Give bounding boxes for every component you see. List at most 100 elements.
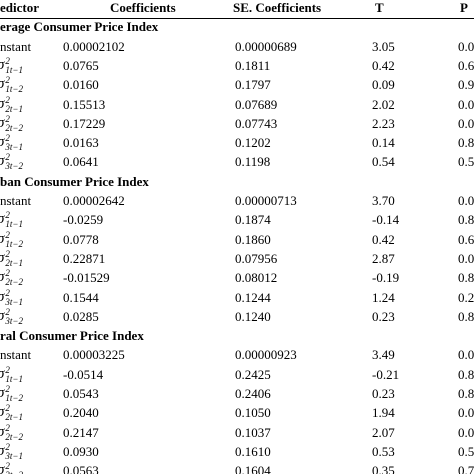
section-title: ban Consumer Price Index [0, 173, 149, 189]
value-cell: 2.87 [372, 250, 395, 266]
value-cell: 0.35 [372, 463, 395, 474]
value-cell: 0.1811 [235, 57, 271, 73]
row-label: σ23t−2 [0, 153, 23, 171]
subscript: 3t−2 [5, 471, 23, 474]
column-header: SE. Coefficients [233, 0, 322, 15]
subscript: 3t−1 [5, 450, 23, 461]
value-cell: 1.94 [372, 405, 395, 421]
row-label: σ21t−2 [0, 76, 23, 94]
symbol: σ [0, 231, 4, 247]
superscript: 2 [5, 268, 10, 279]
value-cell: 0.0163 [63, 135, 99, 151]
value-cell: 0.00002102 [63, 38, 125, 54]
script: 2 1t−2 [5, 385, 23, 403]
value-cell: 0.5 [458, 154, 474, 170]
script: 2 2t−2 [5, 423, 23, 442]
subscript: 3t−1 [5, 296, 23, 307]
value-cell: 0.0930 [63, 443, 99, 459]
superscript: 2 [5, 229, 10, 240]
script: 2 1t−2 [5, 76, 23, 94]
subscript: 1t−2 [5, 84, 23, 95]
value-cell: 0.0543 [63, 386, 99, 401]
superscript: 2 [5, 287, 10, 298]
value-cell: -0.0259 [63, 212, 104, 228]
value-cell: 0.2040 [63, 405, 99, 421]
superscript: 2 [5, 133, 10, 144]
value-cell: 0.1202 [235, 135, 271, 151]
script: 2 2t−1 [5, 404, 23, 422]
value-cell: 0.08012 [235, 270, 278, 286]
value-cell: 0.42 [372, 57, 395, 73]
value-cell: 0.1244 [235, 289, 271, 305]
symbol: σ [0, 134, 4, 150]
script: 2 2t−2 [5, 113, 23, 133]
symbol: σ [0, 366, 4, 382]
row-label: σ21t−1 [0, 211, 23, 229]
row-label: σ22t−1 [0, 249, 23, 268]
superscript: 2 [5, 384, 10, 395]
symbol: σ [0, 57, 4, 73]
value-cell: 0.0285 [63, 308, 99, 324]
value-cell: 0.1050 [235, 405, 271, 421]
value-cell: 0.22871 [63, 250, 106, 266]
value-cell: 0.00003225 [63, 347, 125, 363]
symbol: σ [0, 76, 4, 92]
row-label: σ22t−2 [0, 269, 23, 287]
value-cell: 0.14 [372, 135, 395, 151]
value-cell: 0.00000689 [235, 38, 297, 54]
row-label: σ21t−2 [0, 229, 23, 249]
superscript: 2 [5, 113, 10, 124]
column-header: T [375, 0, 384, 15]
value-cell: -0.01529 [63, 270, 110, 286]
symbol: σ [0, 115, 4, 131]
script: 2 3t−1 [5, 287, 23, 307]
subscript: 3t−2 [5, 161, 23, 172]
value-cell: 0.0563 [63, 463, 99, 474]
superscript: 2 [5, 403, 10, 414]
value-cell: -0.14 [372, 212, 400, 228]
symbol: σ [0, 385, 4, 401]
script: 2 2t−1 [5, 249, 23, 268]
superscript: 2 [5, 306, 10, 317]
value-cell: 0.00000923 [235, 347, 297, 363]
value-cell: 0.07743 [235, 115, 278, 131]
value-cell: 0.1544 [63, 289, 99, 305]
value-cell: 0.54 [372, 154, 395, 170]
value-cell: 0.6 [458, 57, 474, 73]
row-label: σ23t−1 [0, 288, 23, 306]
value-cell: 0.0160 [63, 77, 99, 93]
script: 2 3t−1 [5, 134, 23, 152]
superscript: 2 [5, 94, 10, 105]
subscript: 1t−1 [5, 219, 23, 230]
row-label: σ23t−2 [0, 306, 23, 326]
value-cell: 0.1240 [235, 308, 271, 324]
subscript: 3t−2 [5, 315, 23, 326]
value-cell: 2.23 [372, 115, 395, 131]
script: 23t−2 [5, 462, 23, 474]
script: 2 1t−1 [5, 365, 23, 384]
column-header: P [460, 0, 468, 15]
subscript: 3t−1 [5, 142, 23, 153]
value-cell: 0.07956 [235, 250, 278, 266]
symbol: σ [0, 250, 4, 266]
value-cell: 0.09 [372, 77, 395, 93]
subscript: 1t−2 [5, 393, 23, 404]
script: 2 1t−2 [5, 229, 23, 249]
superscript: 2 [5, 55, 10, 66]
section-title: ral Consumer Price Index [0, 328, 144, 344]
value-cell: 0.0765 [63, 57, 99, 73]
row-label: σ21t−2 [0, 385, 23, 403]
value-cell: 0.15513 [63, 96, 106, 112]
value-cell: 0.0 [458, 115, 474, 131]
value-cell: 0.0 [458, 424, 474, 440]
symbol: σ [0, 424, 4, 440]
value-cell: 0.42 [372, 231, 395, 247]
row-label: nstant [0, 38, 32, 54]
value-cell: 0.17229 [63, 115, 106, 131]
superscript: 2 [5, 441, 10, 452]
value-cell: 0.23 [372, 308, 395, 324]
value-cell: 0.5 [458, 443, 474, 459]
row-label: nstant [0, 193, 32, 208]
